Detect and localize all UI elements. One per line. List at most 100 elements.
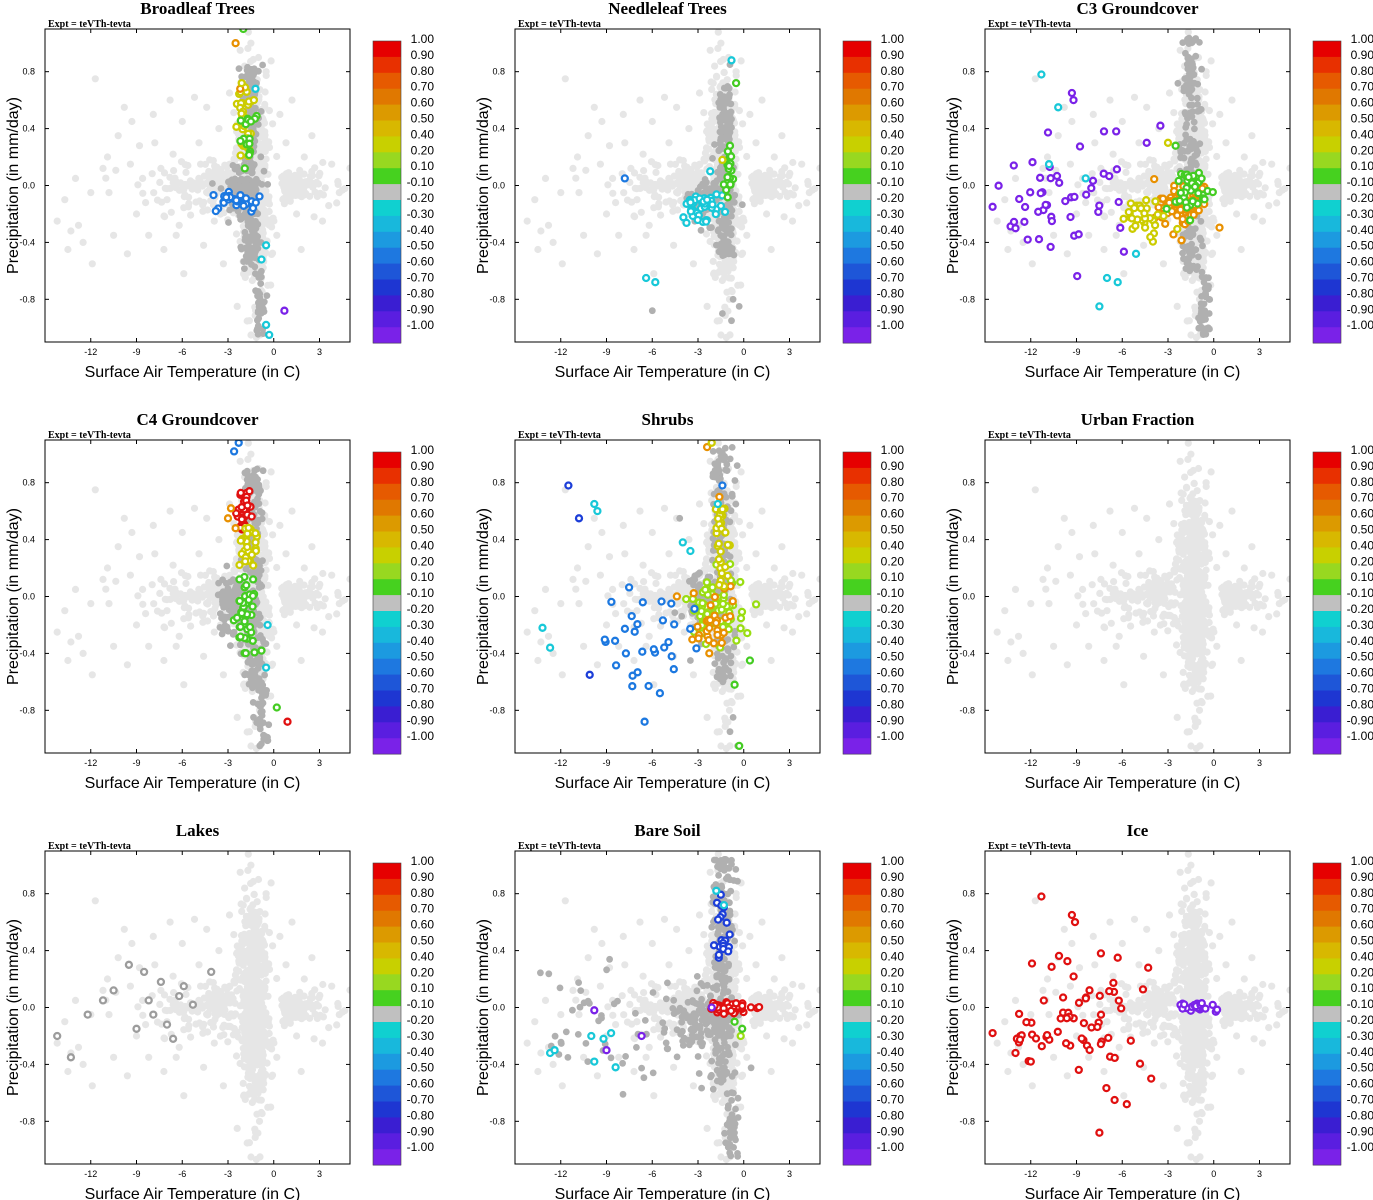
- x-axis-label: Surface Air Temperature (in C): [85, 364, 301, 381]
- point: [724, 238, 732, 246]
- point: [1187, 109, 1195, 117]
- point: [128, 117, 136, 126]
- point: [1186, 70, 1193, 78]
- point: [733, 237, 741, 245]
- point: [1198, 226, 1206, 234]
- colorbar-swatch: [1313, 168, 1341, 185]
- point: [702, 195, 712, 204]
- point: [1028, 260, 1036, 268]
- point: [1184, 29, 1192, 36]
- point: [172, 184, 180, 192]
- point: [237, 78, 246, 88]
- point: [1202, 330, 1210, 338]
- point: [701, 217, 711, 226]
- point: [157, 164, 165, 172]
- y-tick-label: -0.4: [19, 237, 35, 247]
- point: [1043, 128, 1053, 137]
- point: [245, 317, 253, 325]
- point: [280, 306, 289, 315]
- y-axis-label: Precipitation (in mm/day): [5, 97, 22, 274]
- point: [1188, 157, 1195, 165]
- point: [1202, 325, 1210, 332]
- point: [590, 103, 598, 111]
- point: [689, 174, 697, 182]
- point: [593, 250, 602, 258]
- point: [778, 172, 787, 180]
- point: [1171, 157, 1179, 165]
- point: [1070, 192, 1079, 202]
- point: [523, 217, 531, 225]
- point: [1228, 96, 1236, 104]
- point: [636, 173, 644, 181]
- point: [584, 132, 592, 140]
- point: [1047, 216, 1057, 226]
- colorbar-swatch: [1313, 120, 1341, 137]
- point: [1052, 171, 1062, 181]
- point: [1189, 64, 1197, 72]
- colorbar-label: 0.50: [881, 112, 905, 126]
- x-tick-label: -6: [1118, 347, 1126, 357]
- point: [99, 164, 107, 172]
- point: [1060, 103, 1068, 111]
- colorbar-swatch: [1313, 136, 1341, 153]
- point: [1181, 75, 1189, 82]
- point: [803, 199, 811, 207]
- point: [628, 198, 636, 206]
- point: [630, 245, 638, 254]
- colorbar-label: -0.30: [407, 207, 435, 221]
- point: [740, 217, 748, 225]
- point: [781, 188, 789, 196]
- point: [665, 174, 673, 182]
- colorbar-swatch: [373, 279, 401, 296]
- point: [295, 191, 303, 199]
- colorbar-label: -0.30: [1347, 207, 1373, 221]
- point: [297, 245, 305, 254]
- point: [1153, 210, 1162, 219]
- expt-label: Expt = teVTh-tevta: [48, 19, 131, 30]
- point: [728, 317, 735, 325]
- point: [573, 153, 582, 161]
- point: [1045, 189, 1053, 197]
- point: [188, 185, 196, 193]
- point: [1135, 174, 1143, 182]
- point: [719, 310, 726, 317]
- point: [711, 141, 718, 148]
- point: [714, 168, 721, 176]
- point: [249, 218, 257, 226]
- point: [755, 179, 763, 187]
- point: [706, 46, 714, 54]
- point: [750, 200, 759, 208]
- point: [1193, 151, 1201, 159]
- point: [772, 189, 780, 197]
- colorbar-label: 0.40: [411, 127, 435, 141]
- point: [1291, 188, 1298, 195]
- point: [245, 139, 254, 148]
- point: [151, 139, 159, 147]
- point: [1146, 232, 1155, 242]
- y-tick-label: 0.8: [962, 67, 975, 77]
- point: [1173, 120, 1181, 128]
- point: [679, 213, 688, 222]
- point: [180, 185, 188, 193]
- colorbar-swatch: [373, 215, 401, 233]
- point: [758, 96, 766, 104]
- point: [651, 278, 660, 287]
- point: [1173, 224, 1182, 234]
- x-tick-label: -3: [1164, 347, 1172, 357]
- point: [230, 109, 238, 117]
- point: [225, 89, 234, 97]
- point: [1208, 249, 1217, 257]
- point: [265, 330, 274, 340]
- point: [1198, 273, 1206, 281]
- point: [684, 169, 692, 177]
- point: [1190, 118, 1198, 126]
- point: [572, 174, 580, 182]
- point: [1067, 88, 1077, 98]
- point: [596, 160, 605, 168]
- point: [788, 217, 797, 225]
- scatter-points: [53, 29, 350, 342]
- colorbar-label: -0.70: [1347, 271, 1373, 285]
- point: [257, 309, 265, 317]
- point: [1066, 160, 1074, 168]
- point: [1163, 138, 1173, 147]
